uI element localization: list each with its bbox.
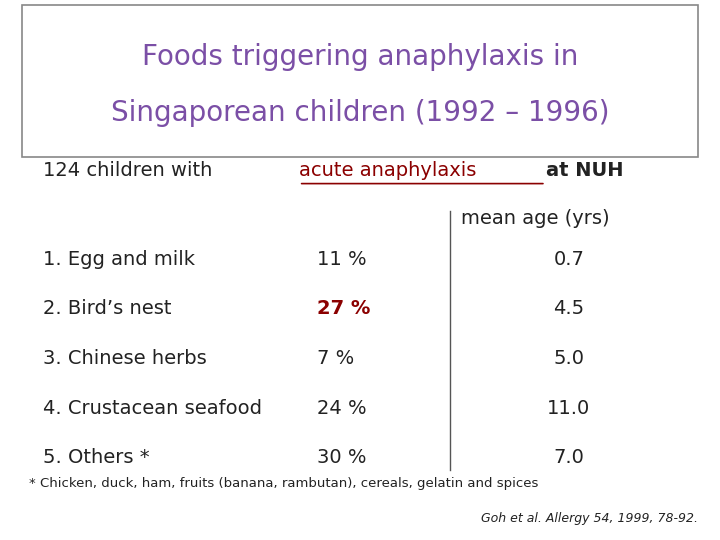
Text: acute anaphylaxis: acute anaphylaxis (299, 160, 482, 180)
Text: 124 children with: 124 children with (43, 160, 219, 180)
Text: 3. Chinese herbs: 3. Chinese herbs (43, 349, 207, 368)
Text: at NUH: at NUH (546, 160, 624, 180)
Text: 30 %: 30 % (317, 448, 366, 468)
Text: 4.5: 4.5 (553, 299, 585, 319)
Text: 4. Crustacean seafood: 4. Crustacean seafood (43, 399, 262, 418)
Text: 7 %: 7 % (317, 349, 354, 368)
Text: 5.0: 5.0 (553, 349, 585, 368)
Text: 27 %: 27 % (317, 299, 370, 319)
Text: Foods triggering anaphylaxis in: Foods triggering anaphylaxis in (142, 43, 578, 71)
Text: 7.0: 7.0 (554, 448, 584, 468)
FancyBboxPatch shape (22, 5, 698, 157)
Text: 2. Bird’s nest: 2. Bird’s nest (43, 299, 171, 319)
Text: 1. Egg and milk: 1. Egg and milk (43, 249, 195, 269)
Text: 11 %: 11 % (317, 249, 366, 269)
Text: Singaporean children (1992 – 1996): Singaporean children (1992 – 1996) (111, 99, 609, 127)
Text: 5. Others *: 5. Others * (43, 448, 150, 468)
Text: 0.7: 0.7 (554, 249, 584, 269)
Text: Goh et al. Allergy 54, 1999, 78-92.: Goh et al. Allergy 54, 1999, 78-92. (482, 512, 698, 525)
Text: 11.0: 11.0 (547, 399, 590, 418)
Text: mean age (yrs): mean age (yrs) (461, 209, 609, 228)
Text: 24 %: 24 % (317, 399, 366, 418)
Text: * Chicken, duck, ham, fruits (banana, rambutan), cereals, gelatin and spices: * Chicken, duck, ham, fruits (banana, ra… (29, 477, 538, 490)
